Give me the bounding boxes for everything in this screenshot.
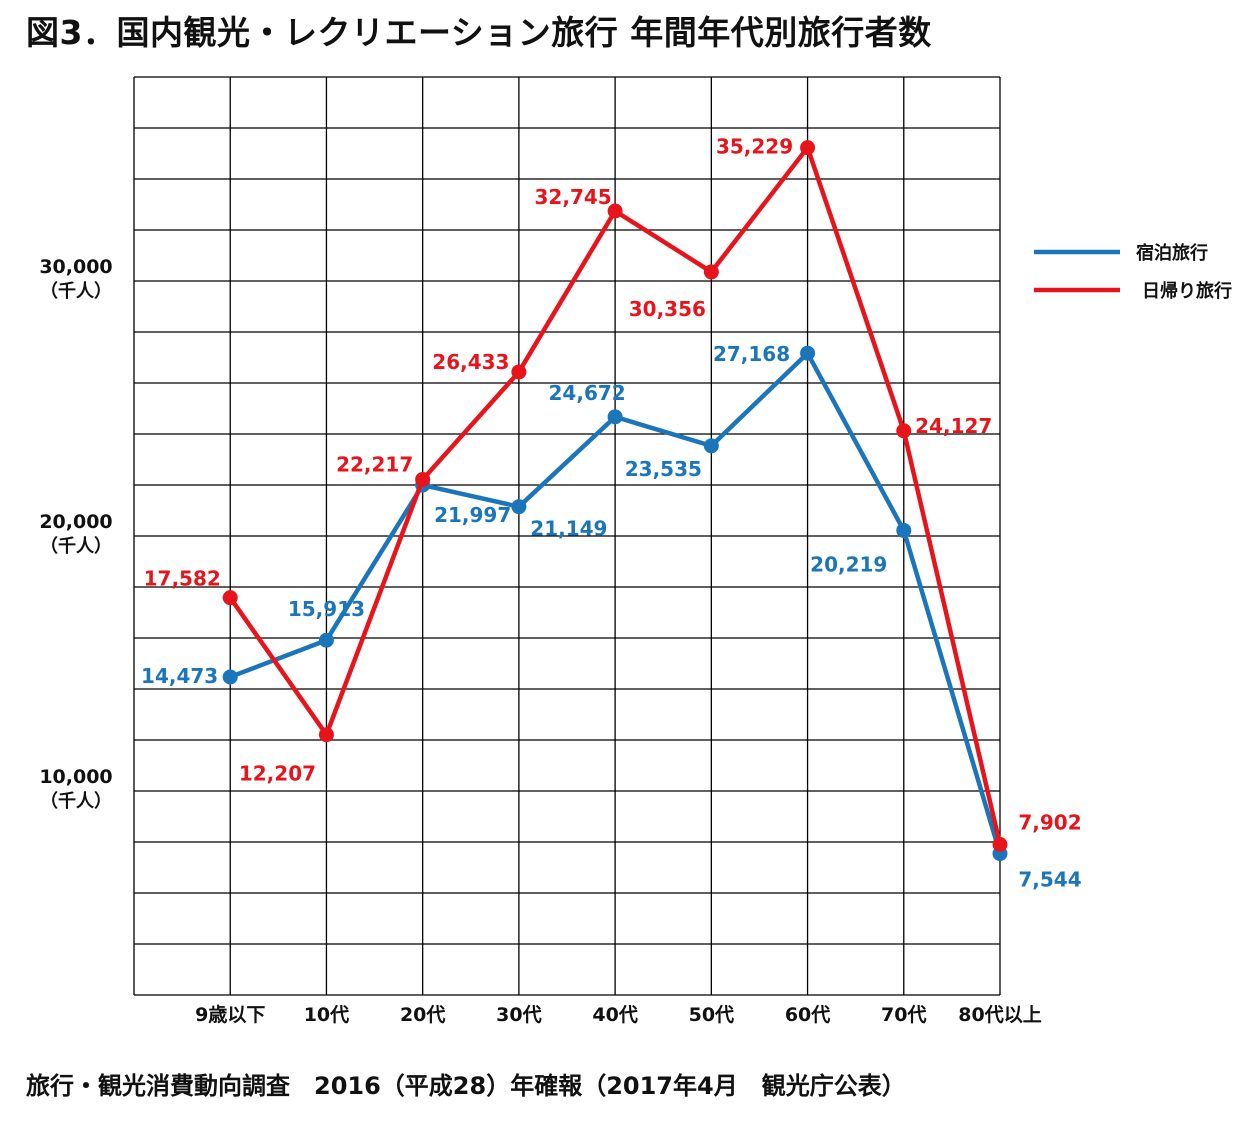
series-day: 17,582 12,207 22,217 26,433 32,745 30,356 35,2… (144, 135, 1082, 852)
y-tick-unit: （千人） (40, 791, 112, 812)
x-tick-label: 30代 (496, 1004, 541, 1026)
x-tick-label: 9歳以下 (195, 1004, 265, 1026)
x-tick-label: 60代 (785, 1004, 830, 1026)
chart-title: 図3．国内観光・レクリエーション旅行 年間年代別旅行者数 (26, 13, 932, 52)
data-point (222, 669, 238, 685)
data-label: 32,745 (535, 185, 612, 209)
data-point (703, 264, 719, 280)
x-tick-label: 80代以上 (958, 1004, 1041, 1026)
source-note: 旅行・観光消費動向調査 2016（平成28）年確報（2017年4月 観光庁公表） (26, 1072, 906, 1100)
data-point (896, 423, 912, 439)
y-tick-label: 20,000 (39, 511, 112, 533)
data-label: 24,672 (549, 381, 626, 405)
data-point (896, 522, 912, 538)
x-tick-label: 10代 (304, 1004, 349, 1026)
data-point (703, 438, 719, 454)
data-point (318, 632, 334, 648)
data-point (511, 499, 527, 515)
y-axis-ticks: 30,000 （千人） 20,000 （千人） 10,000 （千人） (39, 256, 112, 812)
data-label: 27,168 (713, 342, 790, 366)
data-point (415, 471, 431, 487)
data-label: 12,207 (239, 762, 316, 786)
y-tick-label: 10,000 (39, 766, 112, 788)
data-label: 7,902 (1018, 810, 1081, 834)
x-tick-label: 20代 (400, 1004, 445, 1026)
data-label: 21,997 (434, 503, 511, 527)
data-label: 20,219 (810, 552, 887, 576)
data-point (800, 140, 816, 156)
series: 14,473 15,913 21,997 21,149 24,672 23,535 27,1… (141, 135, 1082, 892)
data-label: 15,913 (288, 597, 365, 621)
series-stay: 14,473 15,913 21,997 21,149 24,672 23,535 27,1… (141, 342, 1082, 891)
data-label: 7,544 (1018, 868, 1081, 892)
y-tick-label: 30,000 (39, 256, 112, 278)
data-label: 23,535 (625, 457, 702, 481)
data-point (318, 727, 334, 743)
data-label: 17,582 (144, 567, 221, 591)
legend-label: 宿泊旅行 (1136, 242, 1208, 264)
legend-label: 日帰り旅行 (1142, 280, 1232, 302)
y-tick-unit: （千人） (40, 281, 112, 302)
data-label: 30,356 (629, 297, 706, 321)
x-axis-ticks: 9歳以下 10代 20代 30代 40代 50代 60代 70代 80代以上 (195, 1004, 1042, 1026)
data-label: 14,473 (141, 664, 218, 688)
data-point (800, 345, 816, 361)
data-point (511, 364, 527, 380)
x-tick-label: 40代 (592, 1004, 637, 1026)
data-point (222, 590, 238, 606)
grid (133, 76, 1001, 996)
data-point (607, 203, 623, 219)
x-tick-label: 70代 (881, 1004, 926, 1026)
y-tick-unit: （千人） (40, 536, 112, 557)
x-tick-label: 50代 (689, 1004, 734, 1026)
data-label: 26,433 (432, 350, 509, 374)
data-point (992, 836, 1008, 852)
data-point (607, 409, 623, 425)
data-label: 21,149 (530, 517, 607, 541)
data-label: 24,127 (915, 414, 992, 438)
data-label: 22,217 (336, 452, 413, 476)
data-label: 35,229 (716, 135, 793, 159)
